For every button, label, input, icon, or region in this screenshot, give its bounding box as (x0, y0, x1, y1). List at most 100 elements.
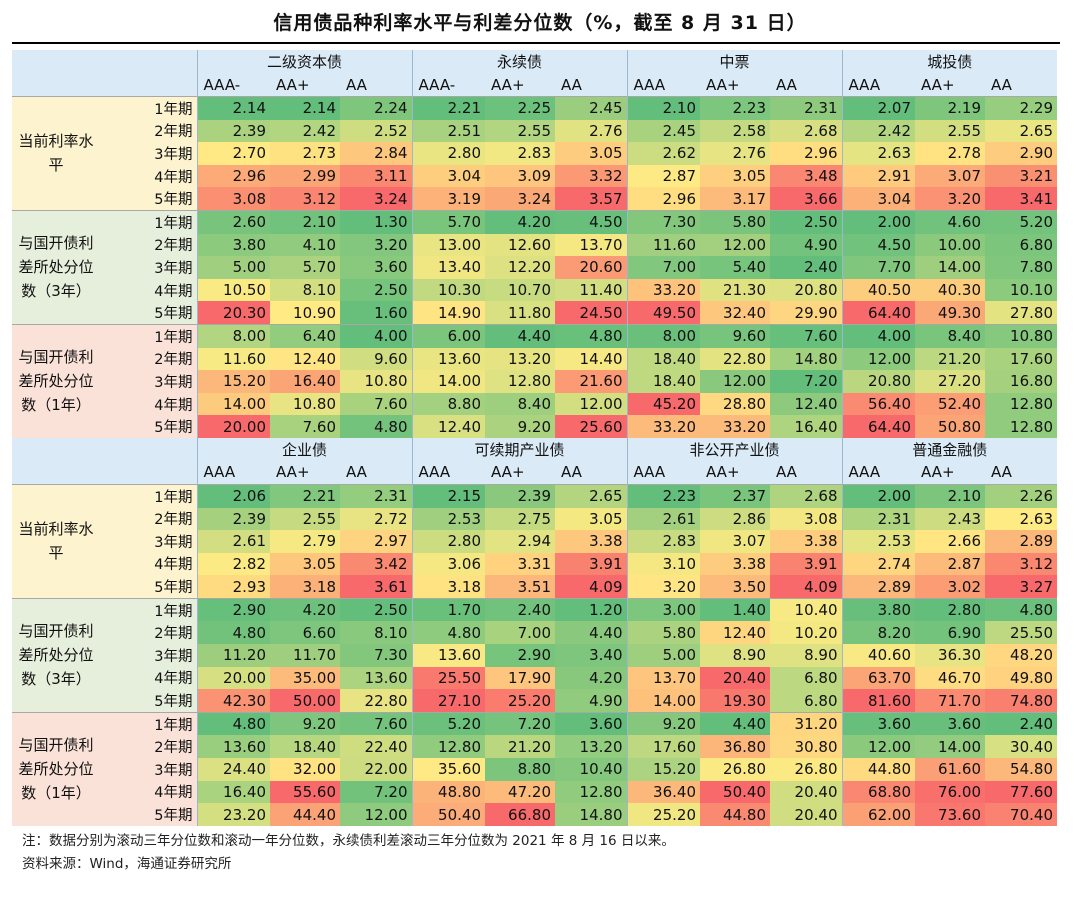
value-cell: 50.40 (411, 803, 485, 826)
table-row: 5年期 20.30 10.90 1.60 14.90 11.80 24.50 49.50 32.… (12, 301, 1057, 325)
grade-header: AA (770, 460, 842, 485)
grade-header: AAA- (411, 73, 485, 97)
value-cell: 32.40 (700, 301, 770, 325)
value-cell: 2.39 (196, 119, 270, 143)
value-cell: 11.40 (555, 278, 627, 302)
table-row: 2年期 2.39 2.42 2.52 2.51 2.55 2.76 2.45 2.58 2.68 2… (12, 119, 1057, 143)
term-label: 3年期 (100, 142, 197, 165)
value-cell: 2.00 (841, 209, 915, 234)
value-cell: 2.51 (411, 119, 485, 143)
row-group-label: 当前利率水平 (12, 96, 100, 211)
table-row: 3年期 5.00 5.70 3.60 13.40 12.20 20.60 7.00 5.40 2.… (12, 256, 1057, 279)
value-cell: 3.91 (555, 552, 627, 576)
value-cell: 2.21 (411, 95, 485, 120)
row-group-label: 与国开债利差所处分位数（3年） (12, 597, 100, 713)
term-label: 1年期 (100, 483, 197, 508)
value-cell: 3.38 (770, 530, 842, 553)
value-cell: 11.60 (626, 233, 700, 257)
value-cell: 13.70 (555, 233, 627, 257)
value-cell: 12.00 (340, 803, 412, 826)
value-cell: 6.00 (411, 323, 485, 348)
value-cell: 13.60 (340, 666, 412, 690)
value-cell: 3.05 (555, 507, 627, 531)
value-cell: 22.80 (700, 347, 770, 371)
value-cell: 1.40 (700, 597, 770, 622)
value-cell: 70.40 (985, 803, 1057, 826)
value-cell: 5.00 (196, 256, 270, 279)
value-cell: 3.12 (985, 552, 1057, 576)
value-cell: 10.70 (485, 278, 555, 302)
value-cell: 2.93 (196, 575, 270, 599)
value-cell: 15.20 (626, 758, 700, 781)
term-label: 3年期 (100, 644, 197, 667)
value-cell: 3.20 (626, 575, 700, 599)
value-cell: 64.40 (841, 415, 915, 438)
value-cell: 5.80 (626, 621, 700, 645)
value-cell: 14.00 (915, 735, 985, 759)
value-cell: 10.30 (411, 278, 485, 302)
table-row: 与国开债利差所处分位数（3年） 1年期 2.90 4.20 2.50 1.70 2.40 1.… (12, 597, 1057, 713)
value-cell: 2.24 (340, 95, 412, 120)
value-cell: 2.97 (340, 530, 412, 553)
term-label: 3年期 (100, 256, 197, 279)
value-cell: 2.40 (770, 256, 842, 279)
value-cell: 4.40 (700, 711, 770, 736)
value-cell: 14.00 (196, 392, 270, 416)
value-cell: 21.20 (485, 735, 555, 759)
value-cell: 3.20 (340, 233, 412, 257)
grade-header: AA (340, 73, 412, 97)
term-label: 5年期 (100, 301, 197, 325)
value-cell: 2.63 (985, 507, 1057, 531)
value-cell: 5.70 (411, 209, 485, 234)
grade-header: AAA (841, 73, 915, 97)
value-cell: 10.00 (915, 233, 985, 257)
value-cell: 19.30 (700, 689, 770, 713)
value-cell: 17.90 (485, 666, 555, 690)
value-cell: 16.40 (196, 780, 270, 804)
term-label: 2年期 (100, 507, 197, 531)
term-label: 5年期 (100, 575, 197, 599)
value-cell: 2.62 (626, 142, 700, 165)
value-cell: 21.20 (915, 347, 985, 371)
value-cell: 3.05 (700, 164, 770, 188)
value-cell: 2.84 (340, 142, 412, 165)
value-cell: 7.20 (770, 370, 842, 393)
value-cell: 7.70 (841, 256, 915, 279)
value-cell: 2.66 (915, 530, 985, 553)
value-cell: 16.40 (770, 415, 842, 438)
value-cell: 2.96 (196, 164, 270, 188)
value-cell: 7.30 (626, 209, 700, 234)
value-cell: 10.50 (196, 278, 270, 302)
value-cell: 76.00 (915, 780, 985, 804)
table-row: 2年期 4.80 6.60 8.10 4.80 7.00 4.40 5.80 12.40 10.2… (12, 621, 1057, 645)
value-cell: 3.51 (485, 575, 555, 599)
value-cell: 20.80 (841, 370, 915, 393)
value-cell: 5.20 (985, 209, 1057, 234)
term-label: 2年期 (100, 119, 197, 143)
value-cell: 2.61 (626, 507, 700, 531)
value-cell: 52.40 (915, 392, 985, 416)
value-cell: 2.26 (985, 483, 1057, 508)
value-cell: 5.40 (700, 256, 770, 279)
value-cell: 2.39 (485, 483, 555, 508)
term-label: 3年期 (100, 530, 197, 553)
value-cell: 12.80 (485, 370, 555, 393)
page-title: 信用债品种利率水平与利差分位数（%，截至 8 月 31 日） (273, 12, 807, 34)
term-label: 4年期 (100, 392, 197, 416)
value-cell: 49.80 (985, 666, 1057, 690)
value-cell: 12.40 (700, 621, 770, 645)
value-cell: 18.40 (626, 370, 700, 393)
grade-header: AA (340, 460, 412, 485)
value-cell: 12.40 (270, 347, 340, 371)
value-cell: 9.20 (626, 711, 700, 736)
header-corner (12, 460, 197, 485)
value-cell: 27.10 (411, 689, 485, 713)
value-cell: 3.11 (340, 164, 412, 188)
value-cell: 4.20 (555, 666, 627, 690)
value-cell: 40.30 (915, 278, 985, 302)
value-cell: 4.80 (196, 621, 270, 645)
value-cell: 3.27 (985, 575, 1057, 599)
term-label: 1年期 (100, 711, 197, 736)
value-cell: 40.50 (841, 278, 915, 302)
value-cell: 1.70 (411, 597, 485, 622)
